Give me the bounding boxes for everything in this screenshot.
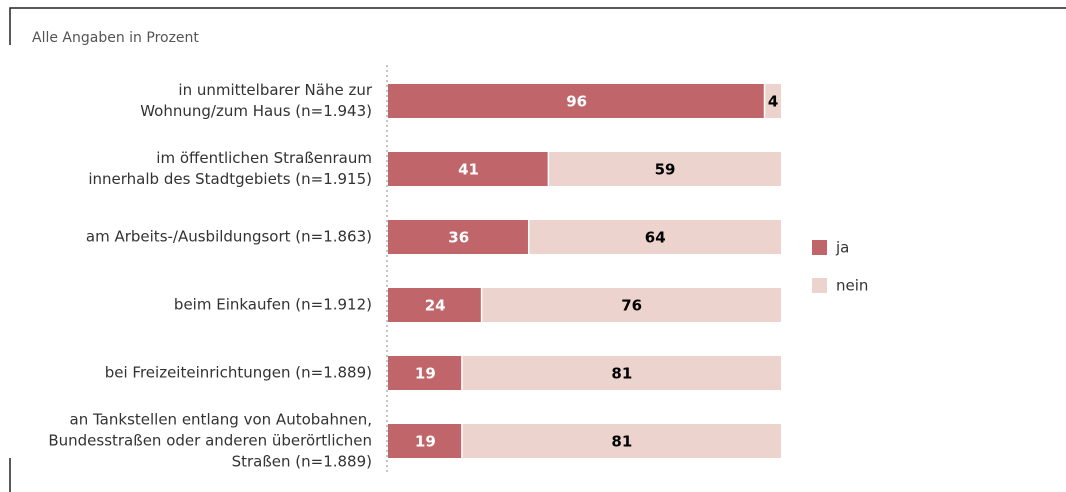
legend-swatch (812, 240, 827, 255)
value-label: 81 (611, 433, 632, 451)
bar-segment (462, 356, 781, 390)
value-label: 19 (415, 365, 436, 383)
subtitle: Alle Angaben in Prozent (32, 30, 199, 46)
legend-swatch (812, 278, 827, 293)
legend-label: nein (836, 277, 868, 295)
value-label: 19 (415, 433, 436, 451)
category-label: innerhalb des Stadtgebiets (n=1.915) (88, 170, 372, 188)
category-label: an Tankstellen entlang von Autobahnen, (70, 411, 372, 429)
value-label: 81 (611, 365, 632, 383)
bar-segment (388, 424, 462, 458)
category-label: im öffentlichen Straßenraum (156, 149, 372, 167)
bar-segment (388, 84, 764, 118)
value-label: 41 (458, 161, 479, 179)
value-label: 4 (768, 93, 778, 111)
category-label: Straßen (n=1.889) (232, 453, 372, 471)
bar-segment (482, 288, 781, 322)
value-label: 96 (566, 93, 587, 111)
bar-segment (529, 220, 781, 254)
value-label: 64 (645, 229, 666, 247)
value-label: 36 (448, 229, 469, 247)
category-label: am Arbeits-/Ausbildungsort (n=1.863) (86, 228, 372, 246)
category-label: Bundesstraßen oder anderen überörtlichen (48, 432, 372, 450)
bar-segment (388, 356, 462, 390)
value-label: 76 (621, 297, 642, 315)
bar-segment (462, 424, 781, 458)
legend-label: ja (835, 239, 849, 257)
category-label: beim Einkaufen (n=1.912) (174, 296, 372, 314)
value-label: 59 (655, 161, 676, 179)
bar-segment (388, 288, 481, 322)
frame-top (9, 7, 1066, 45)
bar-segment (388, 220, 528, 254)
bar-segment (549, 152, 781, 186)
category-label: Wohnung/zum Haus (n=1.943) (140, 102, 372, 120)
value-label: 24 (425, 297, 446, 315)
bar-segment (388, 152, 548, 186)
category-label: bei Freizeiteinrichtungen (n=1.889) (105, 364, 372, 382)
bar-segment (765, 84, 781, 118)
category-label: in unmittelbarer Nähe zur (178, 81, 372, 99)
